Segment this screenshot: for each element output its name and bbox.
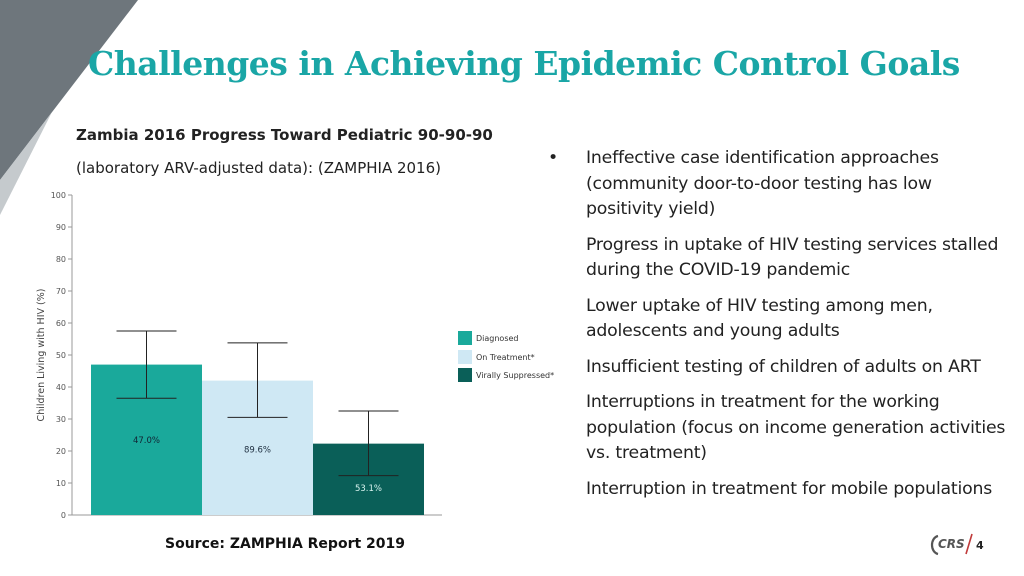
y-tick-label: 60	[56, 319, 66, 328]
slide-title: Challenges in Achieving Epidemic Control…	[88, 44, 960, 83]
legend-swatch	[458, 368, 472, 382]
crs-logo: CRS	[928, 532, 986, 558]
bar-data-label: 47.0%	[133, 436, 160, 446]
challenge-text: Ineffective case identification approach…	[586, 148, 939, 219]
legend-label: On Treatment*	[476, 353, 535, 362]
challenge-text: Insufficient testing of children of adul…	[586, 356, 981, 377]
bar-data-label: 53.1%	[355, 484, 382, 494]
y-tick-label: 30	[56, 415, 66, 424]
challenge-text: Interruption in treatment for mobile pop…	[586, 478, 993, 499]
y-tick-label: 10	[56, 479, 66, 488]
crs-logo-icon	[930, 533, 973, 556]
chart-title: Zambia 2016 Progress Toward Pediatric 90…	[76, 126, 493, 144]
bar-data-label: 89.6%	[244, 446, 271, 456]
page-number: 4	[976, 539, 984, 552]
challenge-item: Lower uptake of HIV testing among men, a…	[548, 294, 1008, 345]
y-tick-label: 80	[56, 255, 66, 264]
y-tick-label: 90	[56, 223, 66, 232]
legend-swatch	[458, 331, 472, 345]
legend-label: Diagnosed	[476, 334, 519, 343]
corner-decoration	[0, 0, 138, 215]
challenge-item: Progress in uptake of HIV testing servic…	[548, 233, 1008, 284]
bullet-marker: •	[548, 148, 558, 168]
y-axis-title: Children Living with HIV (%)	[36, 289, 47, 422]
challenge-item: • Ineffective case identification approac…	[548, 146, 1008, 223]
y-tick-label: 0	[61, 511, 66, 520]
challenge-list: • Ineffective case identification approac…	[548, 146, 1008, 512]
y-tick-label: 20	[56, 447, 66, 456]
challenge-text: Progress in uptake of HIV testing servic…	[586, 234, 999, 281]
chart-subtitle: (laboratory ARV-adjusted data): (ZAMPHIA…	[76, 159, 441, 177]
y-tick-label: 40	[56, 383, 66, 392]
challenge-text: Interruptions in treatment for the worki…	[586, 392, 1006, 463]
legend-label: Virally Suppressed*	[476, 371, 554, 380]
y-tick-label: 50	[56, 351, 66, 360]
corner-shape-light	[0, 112, 52, 215]
challenge-item: Insufficient testing of children of adul…	[548, 355, 1008, 381]
challenge-text: Lower uptake of HIV testing among men, a…	[586, 295, 933, 342]
logo-text: CRS	[938, 537, 965, 551]
challenge-item: Interruptions in treatment for the worki…	[548, 390, 1008, 467]
challenge-item: Interruption in treatment for mobile pop…	[548, 477, 1008, 503]
y-tick-label: 100	[51, 191, 66, 200]
legend-swatch	[458, 350, 472, 364]
progress-bar-chart: 0 10 20 30 40 50 60 70 80 90 100 Children Living wi…	[36, 191, 554, 520]
y-tick-label: 70	[56, 287, 66, 296]
chart-source: Source: ZAMPHIA Report 2019	[165, 536, 406, 552]
